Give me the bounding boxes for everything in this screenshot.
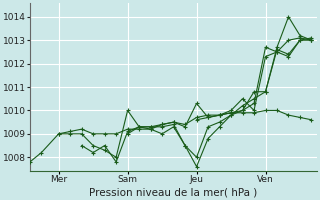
X-axis label: Pression niveau de la mer( hPa ): Pression niveau de la mer( hPa ) — [90, 187, 258, 197]
